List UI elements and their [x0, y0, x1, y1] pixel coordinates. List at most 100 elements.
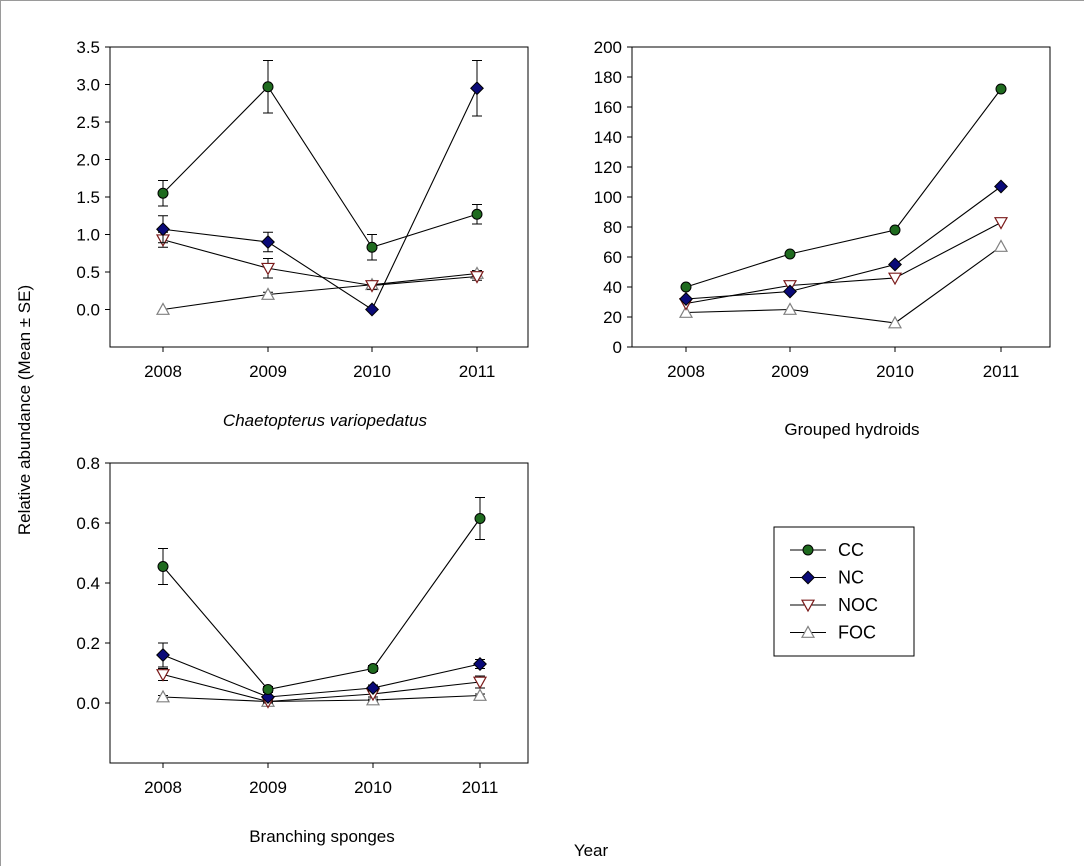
legend-marker-noc	[800, 599, 816, 613]
y-tick-label: 40	[603, 278, 622, 297]
y-tick-label: 3.5	[76, 38, 100, 57]
point-foc	[887, 315, 903, 329]
x-tick-label: 2011	[459, 362, 496, 381]
x-tick-label: 2009	[249, 362, 287, 381]
series-line-noc	[162, 673, 481, 703]
legend: CC NC NOC FOC	[773, 526, 915, 657]
panel-branching-sponges: 0.0 0.2 0.4 0.6 0.8 2008 2009 2010 2011	[76, 454, 529, 797]
legend-marker-nc	[801, 570, 815, 585]
point-nc	[365, 302, 379, 317]
y-tick-label: 1.5	[76, 188, 100, 207]
point-cc	[262, 684, 274, 695]
y-tick-label: 80	[603, 218, 622, 237]
series-line-foc	[685, 246, 1002, 324]
y-tick-label: 0.2	[76, 634, 100, 653]
panel-grouped-hydroids: 0 20 40 60 80 100 120 140 160 180 200 2008 2009 2010 2…	[594, 38, 1051, 381]
x-tick-label: 2008	[667, 362, 705, 381]
point-noc	[887, 272, 903, 286]
x-tick-label: 2010	[354, 778, 392, 797]
series-line-nc	[685, 186, 1002, 300]
x-tick-label: 2011	[462, 778, 499, 797]
point-foc	[782, 302, 798, 315]
point-noc	[469, 271, 485, 284]
y-tick-label: 0.6	[76, 514, 100, 533]
point-foc	[155, 302, 171, 315]
point-foc	[678, 305, 694, 318]
series-line-cc	[162, 85, 478, 248]
point-nc	[473, 657, 487, 671]
y-tick-label: 0.0	[76, 694, 100, 713]
x-tick-label: 2011	[983, 362, 1020, 381]
point-nc	[888, 257, 902, 272]
x-tick-label: 2009	[771, 362, 809, 381]
y-tick-label: 180	[594, 68, 622, 87]
point-nc	[156, 648, 170, 662]
y-tick-label: 140	[594, 128, 622, 147]
point-cc	[784, 248, 796, 260]
point-nc	[679, 292, 693, 306]
legend-label-noc: NOC	[838, 595, 878, 615]
series-line-foc	[162, 272, 478, 311]
point-cc	[157, 561, 169, 572]
x-tick-label: 2010	[876, 362, 914, 381]
y-tick-label: 0.4	[76, 574, 100, 593]
point-nc	[156, 222, 170, 237]
y-axis-label: Relative abundance (Mean ± SE)	[15, 285, 34, 535]
point-noc	[364, 280, 380, 293]
series-line-noc	[685, 222, 1002, 305]
panel-title-branching-sponges: Branching sponges	[249, 827, 395, 846]
point-foc	[993, 239, 1009, 252]
x-tick-label: 2009	[249, 778, 287, 797]
point-nc	[470, 81, 484, 96]
series-line-nc	[162, 88, 478, 311]
legend-label-nc: NC	[838, 568, 864, 588]
y-tick-label: 120	[594, 158, 622, 177]
series-line-noc	[162, 239, 478, 287]
x-tick-label: 2010	[353, 362, 391, 381]
panel-title-chaetopterus: Chaetopterus variopedatus	[223, 411, 428, 430]
point-cc	[157, 187, 169, 199]
y-tick-label: 20	[603, 308, 622, 327]
y-tick-label: 1.0	[76, 226, 100, 245]
y-tick-label: 0.0	[76, 301, 100, 320]
y-tick-label: 2.5	[76, 113, 100, 132]
point-foc	[472, 688, 488, 701]
series-line-cc	[685, 88, 1002, 288]
y-tick-label: 0	[613, 338, 622, 357]
panel-title-grouped-hydroids: Grouped hydroids	[784, 420, 919, 439]
y-tick-label: 3.0	[76, 76, 100, 95]
point-cc	[995, 83, 1007, 95]
point-cc	[471, 208, 483, 220]
point-noc	[472, 676, 488, 690]
point-noc	[993, 217, 1009, 230]
plot-frame-chaetopterus	[109, 46, 529, 348]
x-axis-label: Year	[574, 841, 609, 860]
y-tick-label: 160	[594, 98, 622, 117]
point-cc	[366, 241, 378, 253]
legend-label-cc: CC	[838, 540, 864, 560]
y-tick-label: 0.8	[76, 454, 100, 473]
x-tick-label: 2008	[144, 778, 182, 797]
y-tick-label: 200	[594, 38, 622, 57]
point-nc	[783, 284, 797, 299]
y-tick-label: 100	[594, 188, 622, 207]
point-cc	[474, 513, 486, 524]
point-cc	[680, 281, 692, 293]
legend-marker-cc	[802, 544, 814, 556]
series-line-foc	[162, 694, 481, 703]
y-tick-label: 60	[603, 248, 622, 267]
y-tick-label: 2.0	[76, 151, 100, 170]
point-cc	[262, 81, 274, 93]
point-cc	[889, 224, 901, 236]
x-tick-label: 2008	[144, 362, 182, 381]
series-line-cc	[162, 518, 481, 691]
legend-marker-foc	[800, 625, 816, 638]
point-nc	[261, 235, 275, 249]
series-line-nc	[162, 654, 481, 698]
legend-box	[773, 526, 915, 657]
point-nc	[366, 681, 380, 695]
point-nc	[994, 179, 1008, 194]
legend-label-foc: FOC	[838, 623, 876, 643]
panel-chaetopterus: 0.0 0.5 1.0 1.5 2.0 2.5 3.0 3.5 2008 2009 2010 2011	[76, 38, 529, 381]
